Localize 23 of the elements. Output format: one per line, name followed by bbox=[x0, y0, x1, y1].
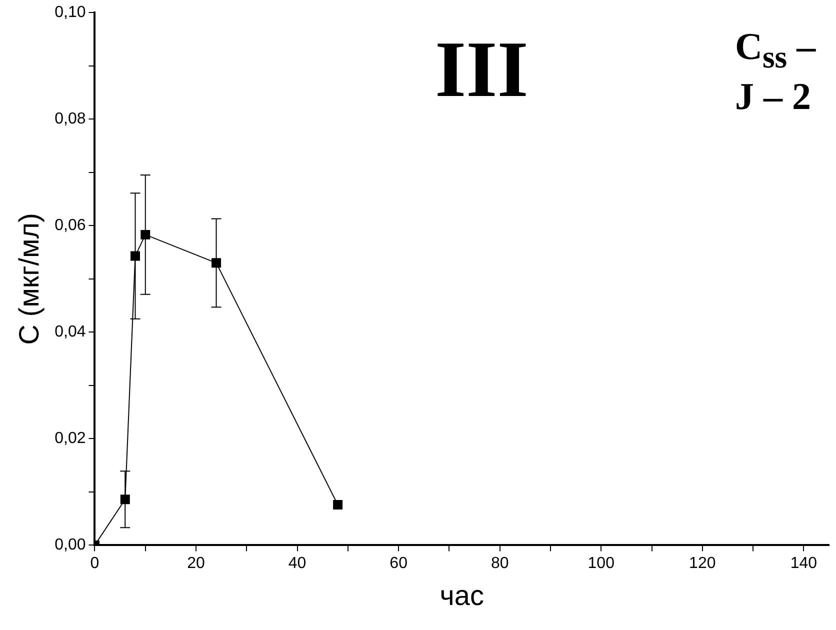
point bbox=[333, 500, 343, 510]
point bbox=[140, 230, 150, 240]
x-tick-label: 80 bbox=[490, 555, 509, 572]
y-tick-label: 0,06 bbox=[54, 217, 86, 234]
x-tick-label: 20 bbox=[187, 555, 206, 572]
y-tick-label: 0,04 bbox=[54, 324, 86, 341]
point bbox=[212, 258, 222, 268]
x-tick-label: 40 bbox=[288, 555, 306, 572]
x-tick-label: 140 bbox=[790, 555, 818, 572]
y-tick-label: 0,10 bbox=[54, 4, 86, 22]
x-tick-label: 100 bbox=[588, 555, 615, 572]
x-axis-title: час bbox=[440, 580, 484, 611]
x-tick-label: 0 bbox=[90, 555, 100, 572]
y-tick-label: 0,08 bbox=[54, 110, 86, 128]
annotation: III bbox=[435, 26, 528, 114]
x-tick-label: 120 bbox=[689, 555, 716, 572]
annotation: J – 2 bbox=[735, 76, 811, 118]
point bbox=[120, 494, 130, 504]
annotation: C$_{ss}$ – bbox=[735, 26, 816, 75]
y-tick-label: 0,00 bbox=[54, 536, 86, 554]
y-axis-title: C (мкг/мл) bbox=[14, 213, 45, 345]
x-tick-label: 60 bbox=[390, 555, 408, 572]
y-tick-label: 0,02 bbox=[54, 430, 86, 448]
